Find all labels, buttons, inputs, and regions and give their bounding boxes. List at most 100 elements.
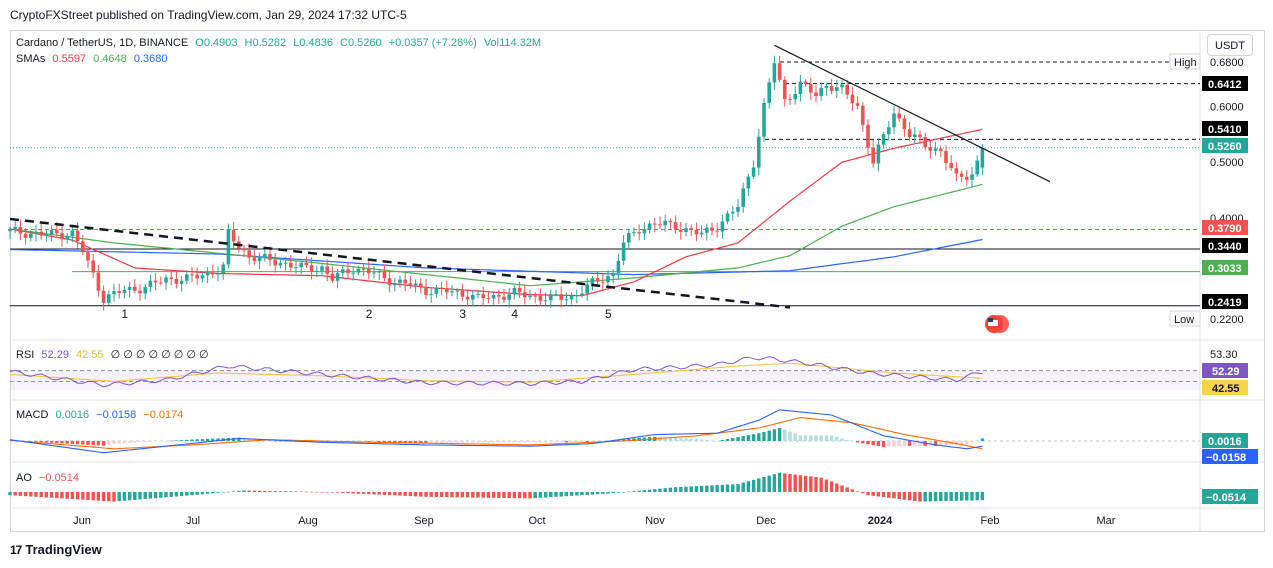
currency-button[interactable]: USDT	[1207, 34, 1253, 56]
macd-histogram-bar	[543, 441, 548, 443]
candle-body	[148, 280, 153, 288]
rsi-line	[9, 356, 983, 388]
ao-bar	[8, 492, 12, 496]
macd-histogram-bar	[892, 441, 896, 447]
level-badge-value: 0.5260	[1208, 141, 1242, 153]
ao-bar	[767, 475, 771, 492]
candle-body	[819, 87, 823, 97]
legend-symbol[interactable]: Cardano / TetherUS, 1D, BINANCE	[16, 37, 189, 49]
ao-bar	[55, 492, 59, 499]
sma-legend: SMAs 0.5597 0.4648 0.3680	[16, 53, 172, 65]
x-axis-tick: Dec	[756, 515, 776, 527]
macd-histogram-bar	[538, 441, 543, 443]
candle-body	[907, 129, 912, 138]
ao-badge	[1202, 489, 1258, 504]
x-axis-tick: Jul	[186, 515, 200, 527]
level-tag-box	[1169, 53, 1201, 70]
macd-histogram-bar	[465, 441, 470, 443]
footer-brand: TradingView	[25, 542, 102, 557]
candle-body	[767, 82, 771, 103]
macd-histogram-bar	[387, 441, 392, 443]
candle-body	[803, 81, 808, 85]
candle-body	[356, 268, 361, 273]
price-axis-label: 0.5000	[1210, 157, 1244, 169]
candle-body	[75, 230, 80, 242]
candle-body	[855, 103, 860, 106]
ao-bar	[356, 492, 361, 494]
candle-body	[419, 283, 423, 287]
candle-body	[153, 280, 158, 283]
ao-bar	[944, 492, 948, 502]
macd-histogram-bar	[86, 441, 90, 445]
macd-hist-badge	[1202, 433, 1248, 448]
macd-histogram-bar	[195, 439, 199, 441]
macd-histogram-bar	[117, 441, 121, 444]
macd-histogram-bar	[460, 441, 465, 443]
ao-bar	[34, 492, 38, 497]
macd-histogram-bar	[445, 441, 449, 443]
ao-bar	[393, 492, 397, 496]
ao-bar	[616, 492, 621, 493]
macd-histogram-bar	[174, 440, 179, 441]
sma-label[interactable]: SMAs	[16, 53, 46, 65]
sma-200-line	[9, 238, 983, 276]
candle-body	[861, 105, 865, 125]
ao-bar	[268, 490, 272, 492]
level-badge-value: 0.3033	[1208, 263, 1242, 275]
price-axis-label: 0.6000	[1210, 102, 1244, 114]
ao-label[interactable]: AO	[16, 472, 32, 484]
macd-legend: MACD 0.0016 −0.0158 −0.0174	[16, 409, 187, 421]
candle-body	[491, 294, 496, 299]
ao-bar	[814, 477, 818, 492]
tradingview-footer[interactable]: 17 TradingView	[10, 542, 102, 557]
macd-histogram-bar	[169, 440, 173, 442]
level-badge-value: 0.2419	[1208, 297, 1242, 309]
sma-value-blue: 0.3680	[133, 53, 168, 65]
candle-body	[309, 265, 314, 272]
macd-histogram-bar	[829, 435, 834, 441]
rsi-upper-label: 53.30	[1210, 349, 1238, 361]
x-axis-tick: Nov	[645, 515, 665, 527]
rsi-label[interactable]: RSI	[16, 349, 35, 361]
candle-body	[559, 294, 563, 300]
candle-body	[117, 291, 121, 294]
ao-bar	[65, 492, 69, 499]
macd-label[interactable]: MACD	[16, 409, 49, 421]
ao-bar	[902, 492, 907, 500]
candle-body	[330, 273, 335, 281]
candle-body	[871, 147, 875, 164]
candle-body	[720, 221, 725, 232]
candle-body	[434, 287, 439, 294]
macd-histogram-bar	[835, 436, 839, 441]
ao-bar	[611, 492, 615, 494]
candle-body	[143, 287, 147, 294]
ao-bar	[845, 487, 849, 492]
ao-bar	[96, 492, 101, 501]
sma-100-line	[9, 183, 983, 287]
macd-histogram-bar	[200, 439, 205, 441]
candle-body	[273, 259, 277, 266]
ao-bar	[23, 492, 28, 497]
macd-histogram-bar	[497, 441, 501, 443]
macd-histogram-bar	[699, 439, 704, 441]
ao-bar	[486, 492, 491, 498]
macd-histogram-bar	[507, 441, 511, 443]
ao-bar	[913, 492, 917, 501]
ao-bar	[341, 492, 345, 493]
macd-line-badge-text: −0.0158	[1206, 452, 1246, 464]
candle-body	[112, 291, 116, 295]
candle-body	[751, 167, 756, 177]
publisher-line: CryptoFXStreet published on TradingView.…	[10, 8, 407, 22]
macd-histogram-bar	[205, 438, 210, 441]
level-badge	[1202, 220, 1248, 235]
candle-body	[658, 224, 662, 226]
candle-body	[91, 260, 95, 273]
macd-line-value: −0.0158	[96, 409, 137, 421]
ao-bar	[954, 492, 959, 501]
candle-body	[580, 293, 584, 296]
ao-bar	[970, 492, 974, 501]
candle-body	[55, 229, 59, 234]
macd-histogram-bar	[179, 440, 184, 441]
ao-bar	[689, 486, 693, 492]
